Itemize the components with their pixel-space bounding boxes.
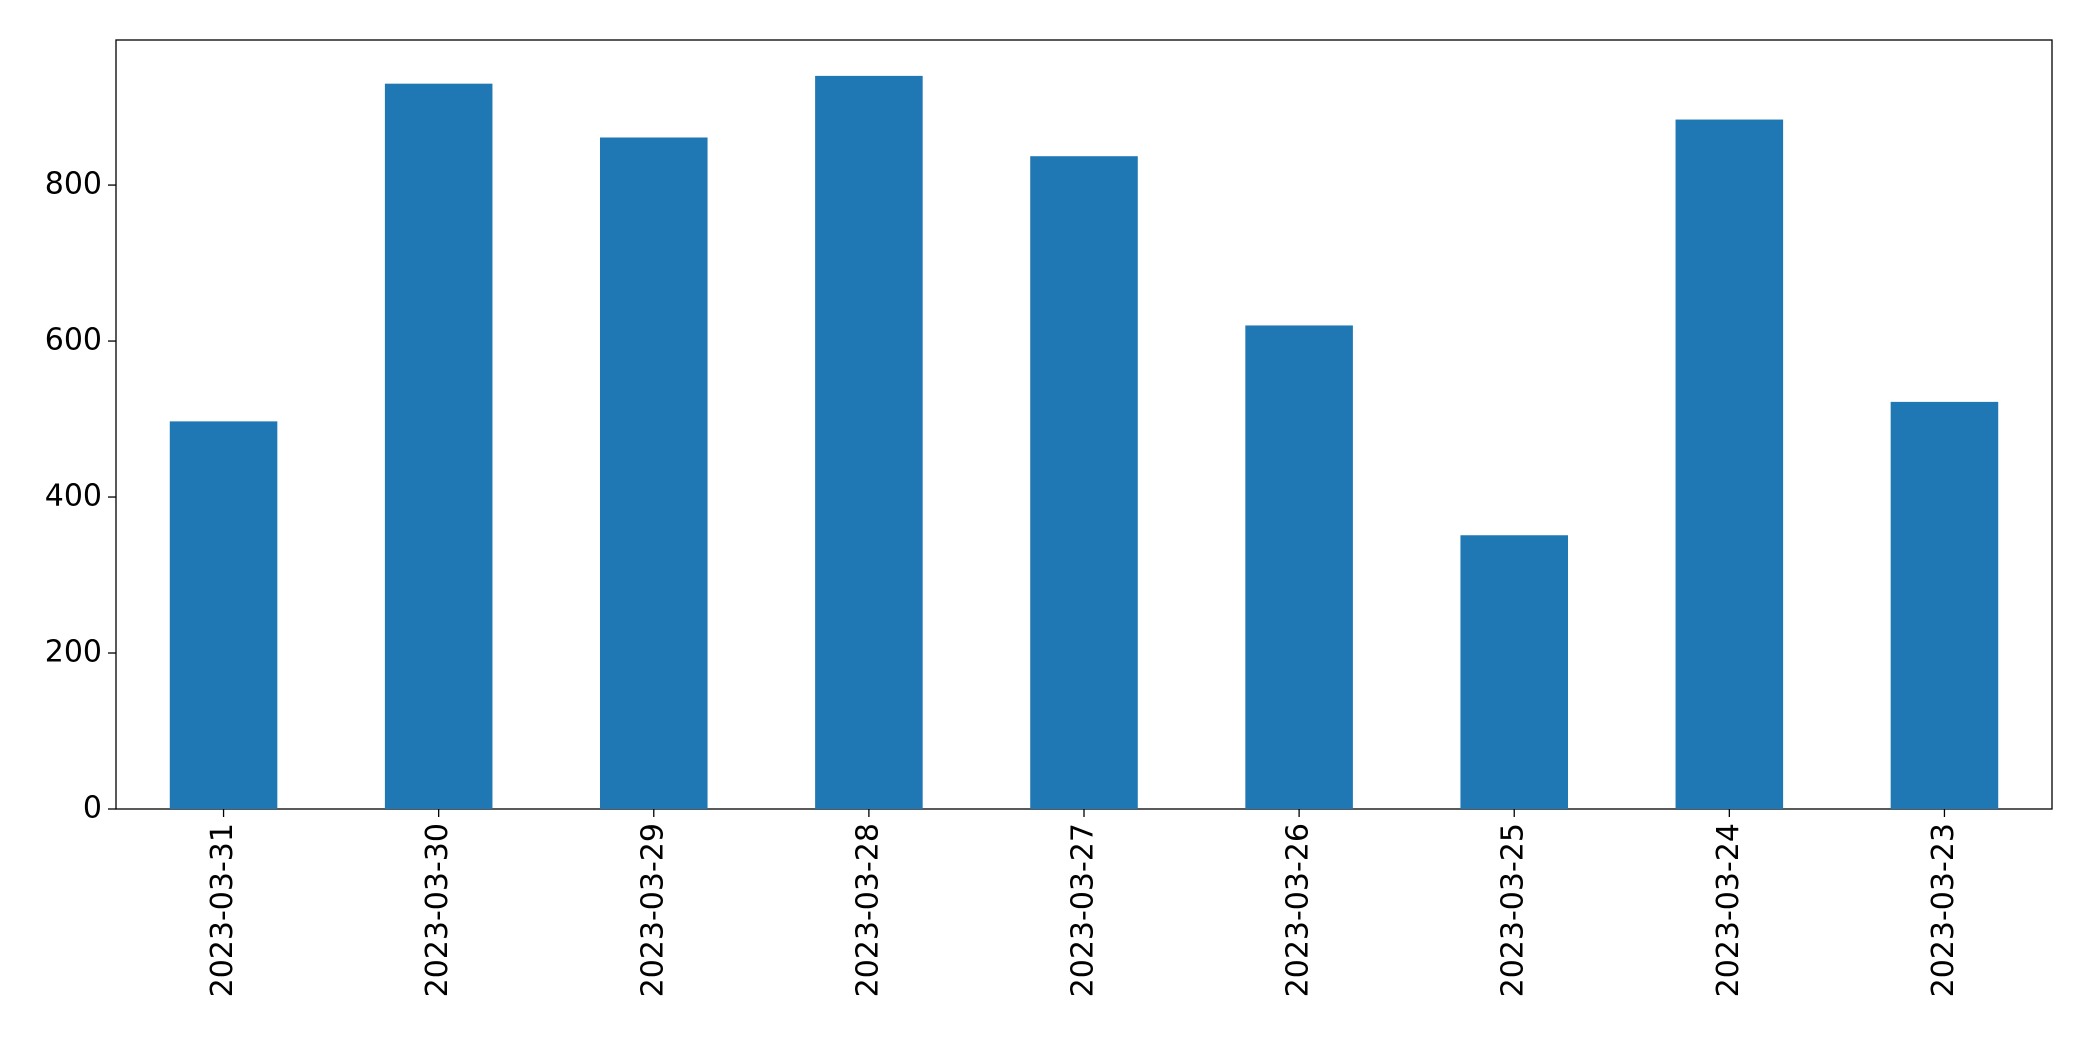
y-tick-label: 800: [45, 167, 102, 202]
y-tick-label: 400: [45, 479, 102, 514]
x-tick-label: 2023-03-31: [205, 823, 240, 997]
x-tick-label: 2023-03-29: [635, 823, 670, 997]
x-tick-label: 2023-03-28: [850, 823, 885, 997]
bar: [815, 75, 923, 809]
bar: [1675, 119, 1784, 809]
x-tick-label: 2023-03-25: [1496, 823, 1531, 997]
bar: [1245, 325, 1353, 809]
bar: [169, 421, 278, 809]
bar: [1890, 401, 1999, 809]
bar: [1030, 156, 1138, 810]
x-tick-label: 2023-03-27: [1066, 823, 1101, 997]
x-tick-label: 2023-03-24: [1711, 823, 1746, 997]
x-tick-label: 2023-03-23: [1926, 823, 1961, 997]
x-tick-label: 2023-03-26: [1281, 823, 1316, 997]
bar: [384, 83, 493, 809]
bar: [1460, 535, 1568, 809]
y-tick-label: 600: [45, 323, 102, 358]
bar: [600, 137, 708, 809]
y-tick-label: 200: [45, 635, 102, 670]
x-tick-label: 2023-03-30: [420, 823, 455, 997]
y-tick-label: 0: [83, 791, 102, 826]
